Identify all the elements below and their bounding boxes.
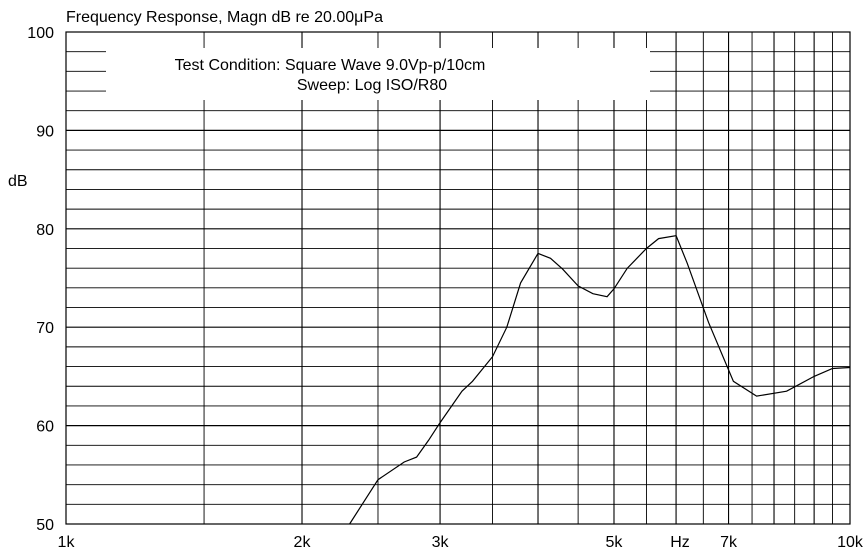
- series-group: [349, 235, 851, 525]
- x-axis-labels: 1k 2k 3k 5k 7k 10k: [58, 534, 864, 551]
- y-tick-label: 90: [36, 123, 54, 140]
- chart-title: Frequency Response, Magn dB re 20.00μPa: [66, 9, 383, 26]
- y-tick-label: 60: [36, 419, 54, 436]
- x-tick-label: 7k: [720, 534, 738, 551]
- test-condition-line: Test Condition: Square Wave 9.0Vp-p/10cm: [175, 57, 486, 74]
- x-tick-label: 1k: [58, 534, 76, 551]
- response-curve: [349, 235, 851, 525]
- x-tick-label: 3k: [432, 534, 450, 551]
- sweep-line: Sweep: Log ISO/R80: [297, 77, 447, 94]
- y-axis-title: dB: [8, 173, 28, 190]
- y-tick-label: 100: [27, 25, 54, 42]
- plot-frame: [65, 31, 851, 525]
- y-tick-label: 50: [36, 517, 54, 534]
- x-tick-label: 2k: [294, 534, 312, 551]
- x-tick-label: 5k: [606, 534, 624, 551]
- x-axis-title: Hz: [670, 534, 690, 551]
- grid: [66, 32, 850, 524]
- y-axis-labels: 50 60 70 80 90 100: [27, 25, 54, 534]
- test-condition-box: Test Condition: Square Wave 9.0Vp-p/10cm…: [106, 48, 650, 100]
- y-tick-label: 80: [36, 222, 54, 239]
- test-condition-background: [106, 48, 650, 100]
- y-tick-label: 70: [36, 320, 54, 337]
- x-tick-label: 10k: [837, 534, 864, 551]
